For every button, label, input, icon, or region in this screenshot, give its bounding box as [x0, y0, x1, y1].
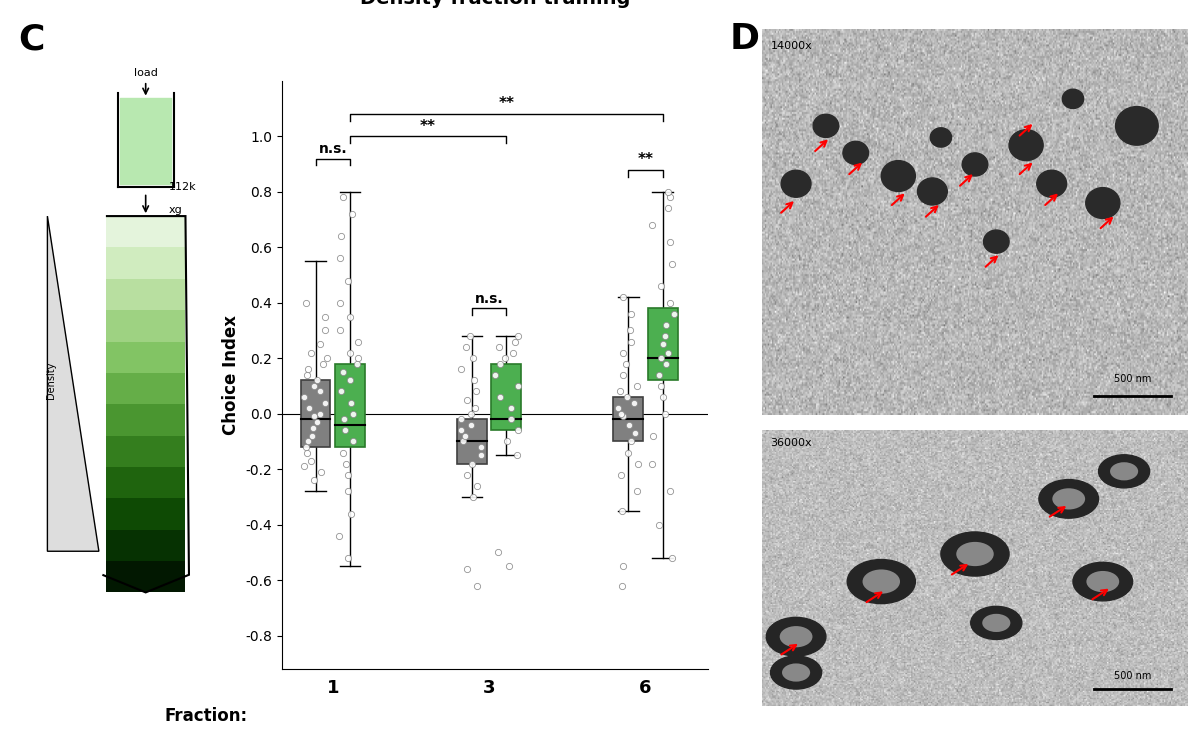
- Bar: [106, 248, 186, 279]
- Text: Density: Density: [46, 362, 56, 399]
- Bar: [613, 397, 643, 442]
- Text: **: **: [420, 118, 436, 134]
- Text: n.s.: n.s.: [318, 142, 347, 156]
- Bar: [492, 364, 521, 430]
- Circle shape: [780, 626, 812, 648]
- Circle shape: [1110, 462, 1138, 481]
- Legend: Control, P11: Control, P11: [388, 0, 602, 3]
- Circle shape: [1086, 187, 1120, 218]
- Text: **: **: [498, 96, 515, 112]
- Bar: [106, 342, 186, 373]
- Circle shape: [962, 153, 988, 176]
- Polygon shape: [48, 216, 98, 551]
- Text: 112k: 112k: [169, 182, 197, 192]
- Circle shape: [983, 614, 1010, 632]
- Circle shape: [770, 656, 822, 689]
- Text: 14000x: 14000x: [770, 41, 812, 51]
- Bar: [106, 436, 186, 467]
- Circle shape: [956, 542, 994, 566]
- Circle shape: [842, 141, 869, 165]
- Circle shape: [781, 171, 811, 197]
- Y-axis label: Choice Index: Choice Index: [222, 315, 240, 435]
- Circle shape: [984, 230, 1009, 253]
- Text: Fraction:: Fraction:: [164, 707, 248, 725]
- Circle shape: [814, 115, 839, 137]
- Text: 36000x: 36000x: [770, 438, 812, 448]
- Text: load: load: [133, 68, 157, 78]
- Circle shape: [1098, 455, 1150, 488]
- Text: xg: xg: [169, 205, 182, 215]
- Bar: [106, 530, 186, 561]
- Bar: [335, 364, 365, 447]
- Text: D: D: [730, 22, 760, 56]
- Bar: [106, 279, 186, 310]
- Circle shape: [1039, 479, 1098, 518]
- Circle shape: [881, 161, 916, 192]
- Bar: [301, 381, 330, 447]
- Circle shape: [847, 559, 916, 603]
- Text: **: **: [637, 152, 654, 167]
- Circle shape: [1062, 89, 1084, 109]
- Circle shape: [918, 178, 947, 205]
- Circle shape: [1009, 130, 1043, 161]
- Circle shape: [1037, 171, 1067, 197]
- Circle shape: [941, 532, 1009, 576]
- Circle shape: [1052, 488, 1085, 509]
- Bar: [106, 498, 186, 530]
- Circle shape: [1073, 562, 1133, 601]
- Bar: [106, 404, 186, 436]
- Bar: [457, 419, 487, 464]
- Text: 500 nm: 500 nm: [1114, 671, 1151, 681]
- Title: Density fraction training: Density fraction training: [360, 0, 630, 9]
- Text: n.s.: n.s.: [475, 292, 504, 306]
- Circle shape: [1086, 571, 1120, 592]
- Circle shape: [863, 570, 900, 594]
- Bar: [106, 561, 186, 592]
- Bar: [648, 308, 678, 381]
- Bar: [106, 373, 186, 404]
- Bar: [106, 216, 186, 248]
- Text: C: C: [18, 22, 44, 56]
- Bar: [106, 310, 186, 342]
- Text: 500 nm: 500 nm: [1114, 374, 1151, 384]
- Circle shape: [1116, 107, 1158, 146]
- Circle shape: [930, 128, 952, 147]
- Circle shape: [767, 617, 826, 656]
- Bar: [106, 467, 186, 498]
- Circle shape: [782, 664, 810, 681]
- Circle shape: [971, 606, 1022, 639]
